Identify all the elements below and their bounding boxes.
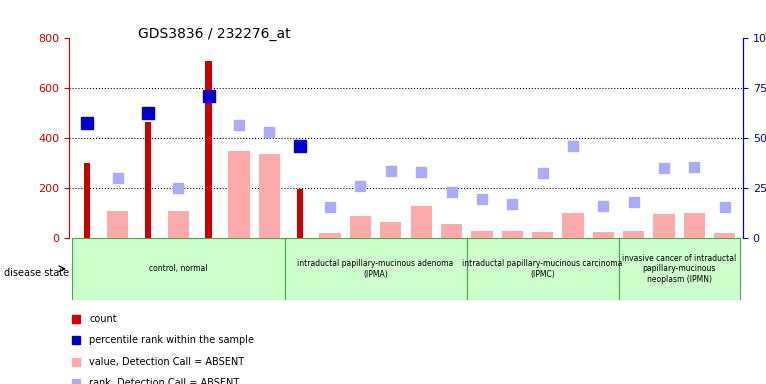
Bar <box>259 154 280 238</box>
Bar <box>228 151 250 238</box>
Bar <box>562 213 584 238</box>
Bar <box>623 230 644 238</box>
Bar <box>319 233 341 238</box>
Bar <box>296 189 303 238</box>
Text: intraductal papillary-mucinous adenoma
(IPMA): intraductal papillary-mucinous adenoma (… <box>297 259 453 278</box>
Bar <box>684 213 705 238</box>
FancyBboxPatch shape <box>284 238 466 300</box>
Bar <box>107 210 128 238</box>
Bar <box>380 222 401 238</box>
Text: value, Detection Call = ABSENT: value, Detection Call = ABSENT <box>89 357 244 367</box>
FancyBboxPatch shape <box>466 238 618 300</box>
Bar <box>350 216 371 238</box>
Bar <box>653 214 675 238</box>
Text: invasive cancer of intraductal
papillary-mucinous
neoplasm (IPMN): invasive cancer of intraductal papillary… <box>622 254 736 284</box>
Bar <box>205 61 212 238</box>
Bar <box>168 210 189 238</box>
Text: percentile rank within the sample: percentile rank within the sample <box>89 335 254 345</box>
Bar <box>471 230 493 238</box>
Text: count: count <box>89 314 116 324</box>
Text: disease state: disease state <box>4 268 69 278</box>
Bar <box>532 232 553 238</box>
Bar <box>441 224 462 238</box>
Bar <box>593 232 614 238</box>
Bar <box>84 163 90 238</box>
Text: intraductal papillary-mucinous carcinoma
(IPMC): intraductal papillary-mucinous carcinoma… <box>463 259 623 278</box>
Bar <box>69 238 743 243</box>
FancyBboxPatch shape <box>72 238 284 300</box>
Text: control, normal: control, normal <box>149 264 208 273</box>
Text: rank, Detection Call = ABSENT: rank, Detection Call = ABSENT <box>89 378 240 384</box>
Bar <box>502 230 523 238</box>
Bar <box>714 233 735 238</box>
Bar <box>411 206 432 238</box>
FancyBboxPatch shape <box>618 238 740 300</box>
Bar <box>145 122 151 238</box>
Text: GDS3836 / 232276_at: GDS3836 / 232276_at <box>138 27 290 41</box>
